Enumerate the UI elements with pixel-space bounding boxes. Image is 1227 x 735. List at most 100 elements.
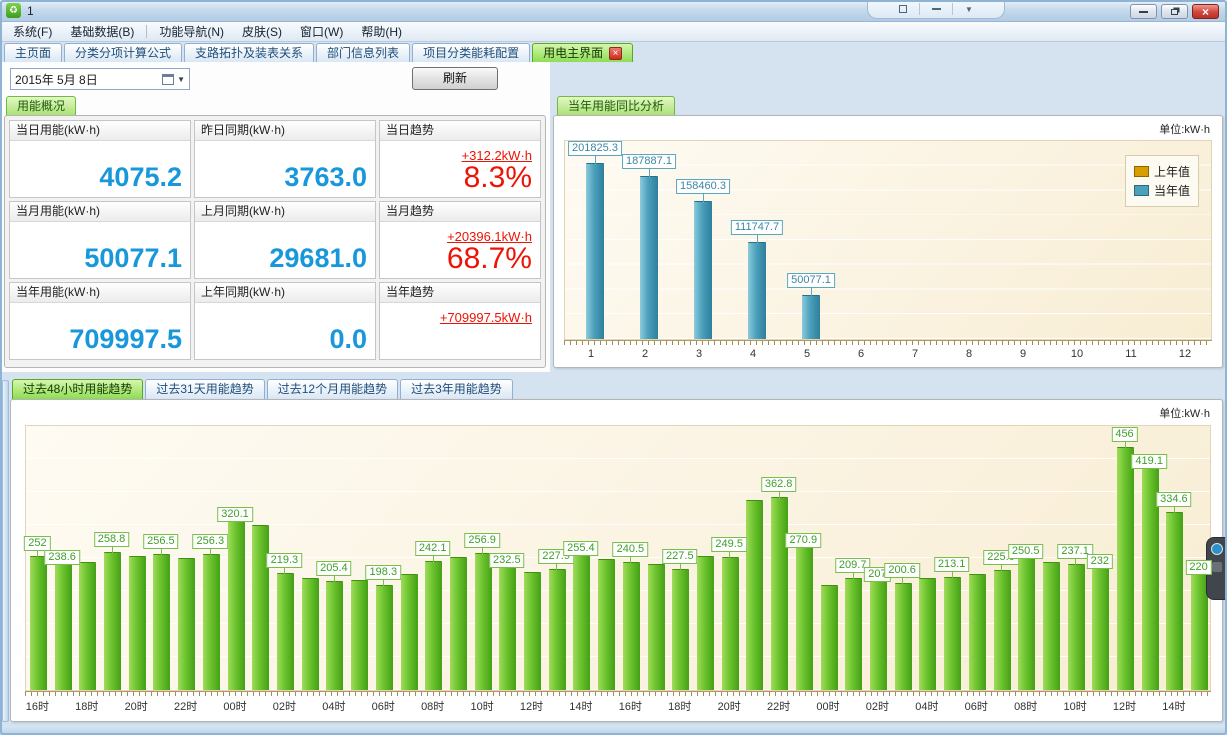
legend-entry-1: 上年值	[1134, 163, 1190, 180]
minimize-button[interactable]	[1130, 4, 1157, 19]
card-title: 当月趋势	[380, 202, 540, 222]
restore-button[interactable]	[1161, 4, 1188, 19]
bar-value-label: 50077.1	[787, 273, 835, 288]
card-title: 当日用能(kW·h)	[10, 121, 190, 141]
trend-bar	[895, 583, 912, 690]
trend-bar	[252, 525, 269, 690]
axis-tick-label: 22时	[767, 698, 790, 714]
trend-bar	[573, 554, 590, 690]
axis-tick-label: 00时	[223, 698, 246, 714]
overview-card-7: 当年用能(kW·h)709997.5	[9, 282, 191, 360]
window-controls: ×	[1130, 4, 1219, 19]
trend-tab-2[interactable]: 过去31天用能趋势	[145, 379, 264, 399]
trend-bar	[302, 578, 319, 690]
axis-tick-label: 10	[1071, 348, 1083, 360]
card-value: 3763.0	[284, 162, 367, 193]
title-bar: ♻ 1 ▼ ×	[0, 0, 1227, 22]
axis-tick-label: 14时	[1162, 698, 1185, 714]
axis-tick-label: 18时	[668, 698, 691, 714]
doc-tab-3[interactable]: 支路拓扑及装表关系	[184, 43, 314, 62]
overview-card-8: 上年同期(kW·h)0.0	[194, 282, 376, 360]
label-connector	[595, 156, 596, 165]
doc-tab-5[interactable]: 项目分类能耗配置	[412, 43, 530, 62]
docked-widget[interactable]	[1206, 537, 1227, 600]
yoy-bar	[802, 295, 820, 339]
docked-widget-button	[1212, 562, 1222, 572]
axis-tick-label: 3	[696, 348, 702, 360]
yoy-panel: 单位:kW·h 上年值当年值 201825.3187887.1158460.31…	[553, 115, 1223, 368]
overview-card-1: 当日用能(kW·h)4075.2	[9, 120, 191, 198]
trend-bar	[228, 520, 245, 690]
trend-bar	[376, 585, 393, 690]
bar-value-label: 158460.3	[676, 179, 730, 194]
close-button[interactable]: ×	[1192, 4, 1219, 19]
menu-item-5[interactable]: 窗口(W)	[291, 23, 352, 41]
overview-card-5: 上月同期(kW·h)29681.0	[194, 201, 376, 279]
axis-tick-label: 8	[966, 348, 972, 360]
doc-tab-2[interactable]: 分类分项计算公式	[64, 43, 182, 62]
bar-value-label: 187887.1	[622, 154, 676, 169]
menu-item-3[interactable]: 功能导航(N)	[150, 23, 233, 41]
calendar-icon	[162, 74, 174, 85]
card-title: 上年同期(kW·h)	[195, 283, 375, 303]
trend-tab-3[interactable]: 过去12个月用能趋势	[267, 379, 398, 399]
trend-bar	[549, 569, 566, 690]
axis-tick-label: 12时	[520, 698, 543, 714]
trend-bar	[178, 558, 195, 690]
axis-tick-label: 16时	[26, 698, 49, 714]
axis-tick-label: 12	[1179, 348, 1191, 360]
trend-axis-ticks	[25, 691, 1211, 696]
bar-value-label: 201825.3	[568, 141, 622, 156]
minimize-icon[interactable]	[926, 2, 946, 16]
app-icon: ♻	[6, 3, 21, 18]
expand-icon[interactable]	[893, 2, 913, 16]
window-title: 1	[27, 4, 34, 18]
date-picker[interactable]: 2015年 5月 8日 ▼	[10, 68, 190, 90]
trend-bar	[326, 581, 343, 690]
trend-bar	[1166, 512, 1183, 690]
trend-tab-4[interactable]: 过去3年用能趋势	[400, 379, 513, 399]
trend-bar	[351, 580, 368, 690]
trend-bar	[969, 574, 986, 690]
trend-tab-1[interactable]: 过去48小时用能趋势	[12, 379, 143, 399]
doc-tab-6[interactable]: 用电主界面×	[532, 43, 633, 62]
chevron-down-icon[interactable]: ▼	[959, 2, 979, 16]
trend-bar	[796, 546, 813, 690]
doc-tab-4[interactable]: 部门信息列表	[316, 43, 410, 62]
overview-cards: 当日用能(kW·h)4075.2昨日同期(kW·h)3763.0当日趋势+312…	[4, 115, 546, 368]
axis-tick-label: 9	[1020, 348, 1026, 360]
trend-tabbar: 过去48小时用能趋势过去31天用能趋势过去12个月用能趋势过去3年用能趋势	[12, 379, 513, 399]
trend-bar	[598, 559, 615, 690]
trend-bar	[425, 561, 442, 690]
axis-tick-label: 7	[912, 348, 918, 360]
trend-bar	[919, 578, 936, 690]
card-value: 50077.1	[84, 243, 182, 274]
menu-item-1[interactable]: 系统(F)	[4, 23, 61, 41]
close-tab-icon[interactable]: ×	[609, 47, 622, 60]
trend-bar	[203, 554, 220, 690]
card-title: 当月用能(kW·h)	[10, 202, 190, 222]
axis-tick-label: 06时	[372, 698, 395, 714]
menu-bar: 系统(F)基础数据(B) 功能导航(N)皮肤(S)窗口(W)帮助(H)	[0, 22, 1227, 42]
titlebar-notch: ▼	[867, 0, 1005, 19]
trend-bar	[475, 553, 492, 690]
yoy-bar	[640, 176, 658, 339]
axis-tick-label: 08时	[1014, 698, 1037, 714]
axis-tick-label: 02时	[866, 698, 889, 714]
overview-card-6: 当月趋势+20396.1kW·h68.7%	[379, 201, 541, 279]
trend-bar	[771, 497, 788, 690]
menu-item-2[interactable]: 基础数据(B)	[61, 23, 143, 41]
menu-item-6[interactable]: 帮助(H)	[352, 23, 411, 41]
yoy-gridlines	[565, 141, 1211, 339]
overview-card-2: 昨日同期(kW·h)3763.0	[194, 120, 376, 198]
doc-tab-1[interactable]: 主页面	[4, 43, 62, 62]
trend-bar	[30, 556, 47, 690]
notch-divider	[952, 3, 953, 15]
menu-item-4[interactable]: 皮肤(S)	[233, 23, 291, 41]
refresh-button[interactable]: 刷新	[412, 67, 498, 90]
trend-bar	[104, 552, 121, 690]
label-connector	[811, 288, 812, 297]
yoy-bar	[694, 201, 712, 339]
trend-bar	[524, 572, 541, 690]
axis-tick-label: 02时	[273, 698, 296, 714]
